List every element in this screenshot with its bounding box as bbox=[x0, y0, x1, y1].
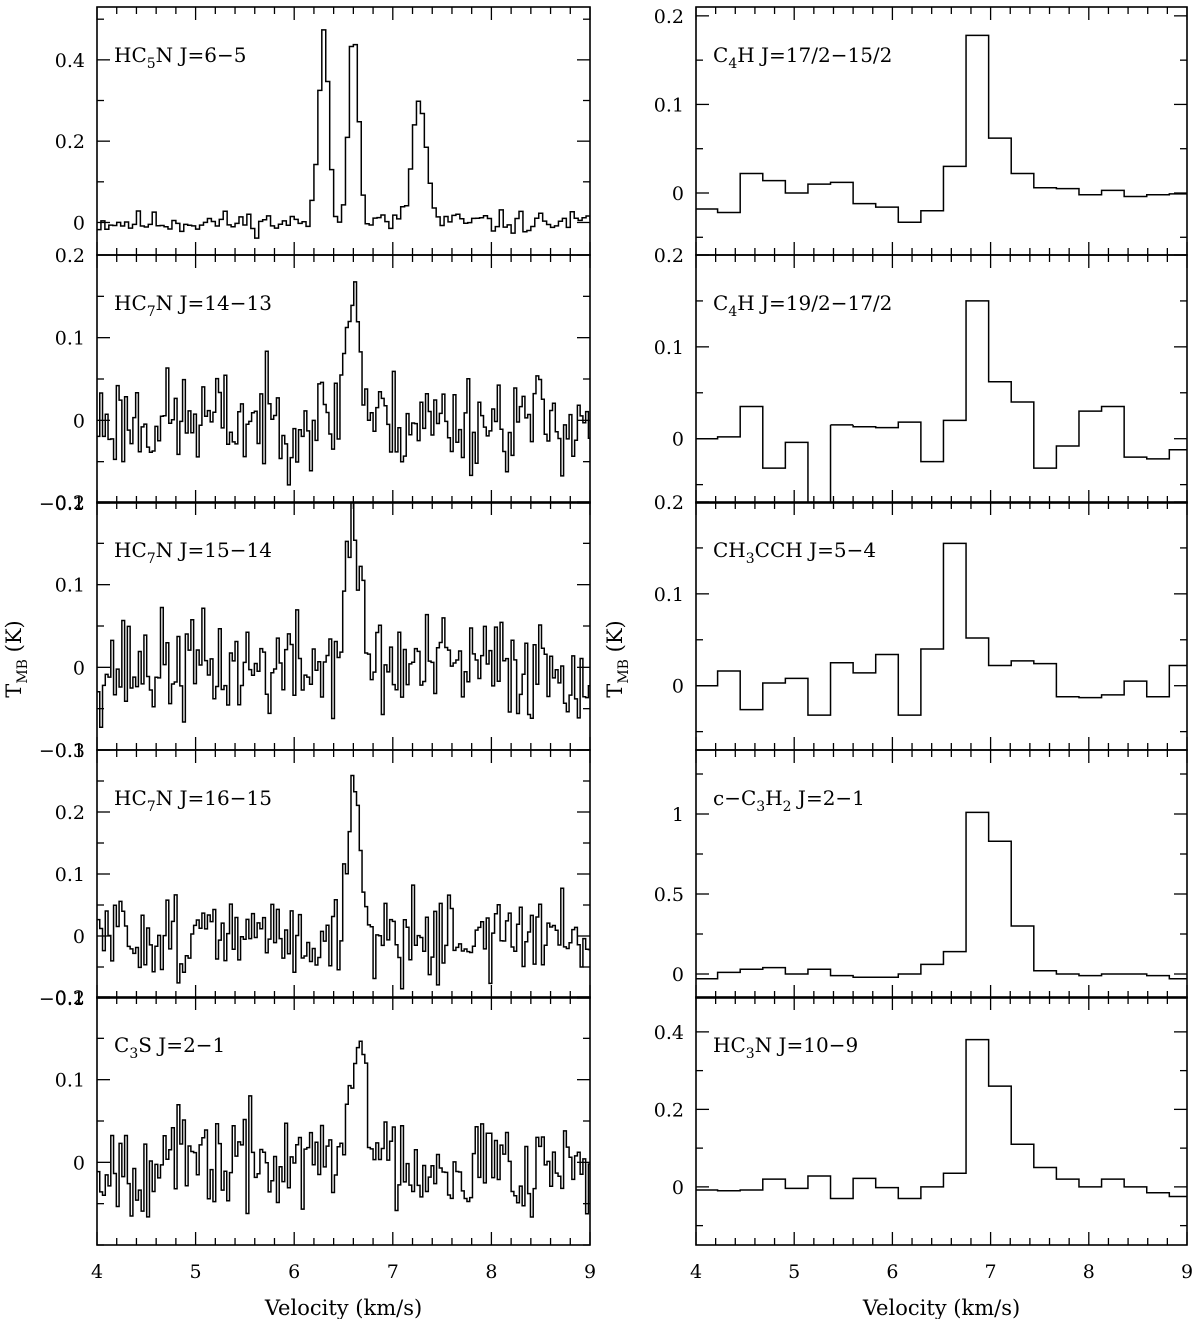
y-tick-label: 0.2 bbox=[654, 6, 684, 28]
spectrum-trace bbox=[696, 300, 1187, 503]
panel-label: CH3CCH J=5−4 bbox=[713, 538, 876, 567]
x-tick-label: 4 bbox=[690, 1261, 702, 1283]
panel-left-3: −0.1 0 0.1 0.2 HC7N J=15−14 bbox=[39, 492, 591, 762]
panel-right-1: 0 0.1 0.2 C4H J=17/2−15/2 bbox=[654, 6, 1188, 256]
panel-label: C4H J=17/2−15/2 bbox=[713, 43, 892, 72]
panel-left-4: −0.1 0 0.1 0.2 0.3 HC7N J=16−15 bbox=[39, 740, 591, 1010]
left-column: 0 0.2 0.4 HC5N J=6−5 −0.1 0 0.1 0.2 HC7N J=14−13… bbox=[2, 6, 596, 1319]
panel-frame bbox=[695, 254, 1188, 504]
spectrum-trace bbox=[696, 542, 1187, 716]
y-tick-label: 0.1 bbox=[55, 328, 85, 350]
y-tick-label: 0.2 bbox=[654, 245, 684, 267]
y-axis-title: TMB (K) bbox=[2, 620, 31, 697]
spectrum-trace bbox=[696, 1038, 1187, 1200]
x-tick-label: 6 bbox=[886, 1261, 898, 1283]
panel-label: c−C3H2 J=2−1 bbox=[713, 786, 865, 815]
panel-label: HC5N J=6−5 bbox=[114, 43, 247, 72]
spectrum-trace bbox=[97, 502, 590, 728]
panel-right-2: 0 0.1 0.2 C4H J=19/2−17/2 bbox=[654, 245, 1188, 504]
y-tick-label: 0 bbox=[672, 964, 684, 986]
y-tick-label: 0 bbox=[672, 676, 684, 698]
y-tick-label: 0.1 bbox=[654, 584, 684, 606]
y-tick-label: −0.1 bbox=[39, 988, 85, 1010]
y-tick-label: 0.2 bbox=[55, 987, 85, 1009]
y-tick-label: 0.1 bbox=[55, 1070, 85, 1092]
y-tick-label: 0 bbox=[73, 410, 85, 432]
spectrum-trace bbox=[97, 1040, 590, 1218]
y-axis-title: TMB (K) bbox=[603, 620, 632, 697]
panel-label: C4H J=19/2−17/2 bbox=[713, 291, 892, 320]
y-tick-label: 0.4 bbox=[55, 50, 85, 72]
panel-frame bbox=[695, 996, 1188, 1246]
y-tick-label: 0.2 bbox=[55, 492, 85, 514]
y-tick-label: 0.2 bbox=[55, 802, 85, 824]
x-axis-left: 4 5 6 7 8 9 Velocity (km/s) bbox=[91, 1261, 596, 1319]
panel-label: C3S J=2−1 bbox=[114, 1033, 225, 1062]
x-tick-label: 5 bbox=[788, 1261, 800, 1283]
panel-label: HC3N J=10−9 bbox=[713, 1033, 858, 1062]
spectrum-trace bbox=[97, 774, 590, 990]
panel-frame bbox=[695, 749, 1188, 999]
y-tick-label: 0.2 bbox=[55, 245, 85, 267]
panel-right-4: 0 0.5 1 c−C3H2 J=2−1 bbox=[654, 749, 1188, 999]
y-tick-label: 0.1 bbox=[654, 94, 684, 116]
x-axis-title: Velocity (km/s) bbox=[264, 1296, 422, 1319]
y-tick-label: 0 bbox=[672, 1177, 684, 1199]
y-tick-label: 0.2 bbox=[55, 131, 85, 153]
y-tick-label: 0.3 bbox=[55, 740, 85, 762]
y-tick-label: 0 bbox=[73, 212, 85, 234]
x-tick-label: 8 bbox=[1083, 1261, 1095, 1283]
spectrum-trace bbox=[696, 34, 1187, 223]
x-tick-label: 9 bbox=[1181, 1261, 1193, 1283]
x-tick-label: 7 bbox=[387, 1261, 399, 1283]
x-axis-title: Velocity (km/s) bbox=[862, 1296, 1020, 1319]
y-tick-label: 0 bbox=[73, 657, 85, 679]
x-tick-label: 6 bbox=[288, 1261, 300, 1283]
panel-left-5: 0 0.1 0.2 C3S J=2−1 bbox=[55, 987, 591, 1246]
x-tick-label: 8 bbox=[485, 1261, 497, 1283]
spectrum-trace bbox=[696, 811, 1187, 980]
y-tick-label: −0.1 bbox=[39, 493, 85, 515]
x-axis-right: 4 5 6 7 8 9 Velocity (km/s) bbox=[690, 1261, 1193, 1319]
y-tick-label: 0.1 bbox=[654, 337, 684, 359]
y-tick-label: 0 bbox=[73, 1152, 85, 1174]
panel-label: HC7N J=15−14 bbox=[114, 538, 272, 567]
y-tick-label: 1 bbox=[672, 804, 684, 826]
y-tick-label: −0.1 bbox=[39, 740, 85, 762]
y-tick-label: 0.5 bbox=[654, 884, 684, 906]
y-tick-label: 0 bbox=[672, 429, 684, 451]
y-tick-label: 0.2 bbox=[654, 1099, 684, 1121]
panel-left-1: 0 0.2 0.4 HC5N J=6−5 bbox=[55, 6, 591, 256]
right-column: 0 0.1 0.2 C4H J=17/2−15/2 0 0.1 0.2 C4H J=19/2−… bbox=[603, 6, 1193, 1319]
panel-right-5: 0 0.2 0.4 HC3N J=10−9 bbox=[654, 996, 1188, 1246]
panel-label: HC7N J=16−15 bbox=[114, 786, 272, 815]
x-tick-label: 7 bbox=[985, 1261, 997, 1283]
x-tick-label: 9 bbox=[584, 1261, 596, 1283]
panel-label: HC7N J=14−13 bbox=[114, 291, 272, 320]
y-tick-label: 0.1 bbox=[55, 864, 85, 886]
x-tick-label: 4 bbox=[91, 1261, 103, 1283]
y-tick-label: 0.2 bbox=[654, 492, 684, 514]
y-tick-label: 0.1 bbox=[55, 575, 85, 597]
y-tick-label: 0 bbox=[73, 926, 85, 948]
y-tick-label: 0.4 bbox=[654, 1022, 684, 1044]
panel-left-2: −0.1 0 0.1 0.2 HC7N J=14−13 bbox=[39, 245, 591, 515]
panel-right-3: 0 0.1 0.2 CH3CCH J=5−4 bbox=[654, 492, 1188, 751]
spectrum-trace bbox=[97, 29, 590, 239]
x-tick-label: 5 bbox=[190, 1261, 202, 1283]
y-tick-label: 0 bbox=[672, 183, 684, 205]
spectrum-trace bbox=[97, 281, 590, 486]
